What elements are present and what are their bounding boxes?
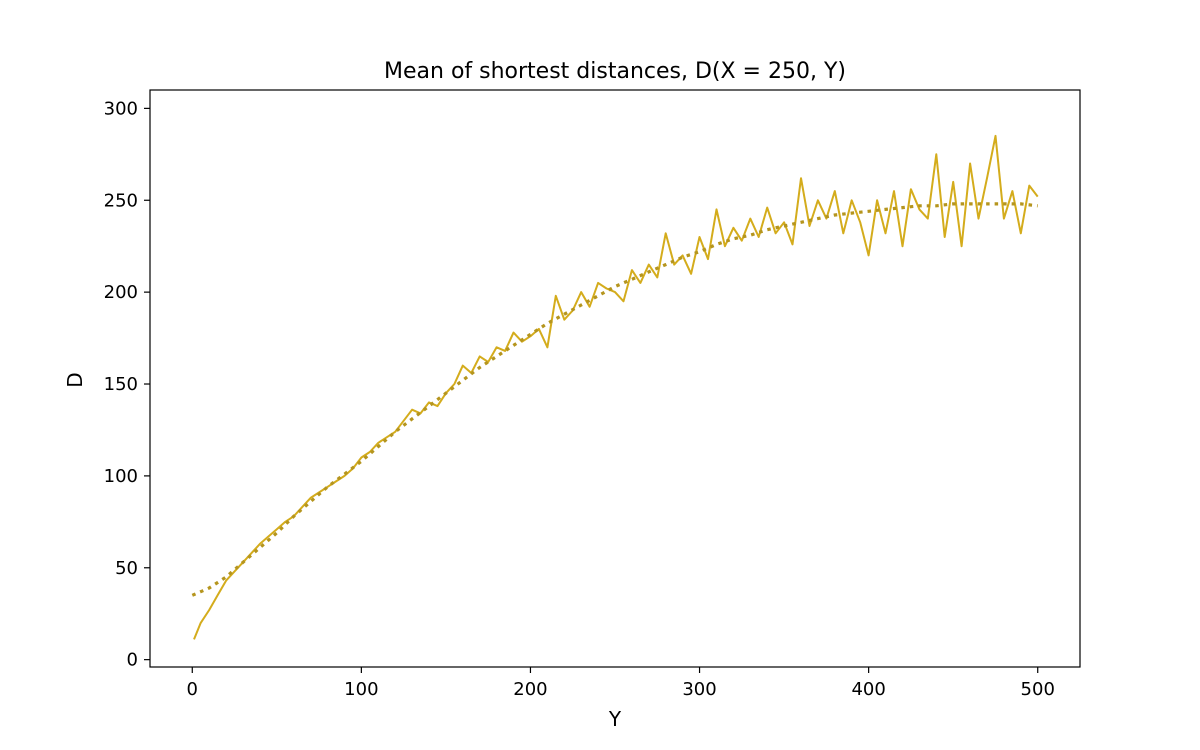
- y-tick-label: 50: [115, 558, 138, 579]
- x-tick-label: 0: [187, 679, 198, 700]
- x-tick-label: 200: [513, 679, 547, 700]
- y-tick-label: 300: [104, 98, 138, 119]
- plot-frame: [149, 89, 1081, 668]
- x-tick-label: 500: [1021, 679, 1055, 700]
- y-tick-label: 0: [127, 650, 138, 671]
- chart-title: Mean of shortest distances, D(X = 250, Y…: [384, 59, 846, 84]
- y-axis-label: D: [63, 372, 87, 387]
- data-line: [193, 134, 1039, 640]
- y-tick-label: 150: [104, 374, 138, 395]
- y-tick-label: 100: [104, 466, 138, 487]
- x-tick-label: 400: [851, 679, 885, 700]
- x-axis-label: Y: [608, 707, 622, 731]
- y-axis: 0 50 100 150 200 250 300: [104, 98, 150, 671]
- x-axis: 0 100 200 300 400 500: [187, 667, 1055, 700]
- x-tick-label: 300: [682, 679, 716, 700]
- series-layer: [191, 134, 1039, 640]
- x-tick-label: 100: [344, 679, 378, 700]
- y-tick-label: 250: [104, 190, 138, 211]
- trend-line: [191, 202, 1038, 597]
- y-tick-label: 200: [104, 282, 138, 303]
